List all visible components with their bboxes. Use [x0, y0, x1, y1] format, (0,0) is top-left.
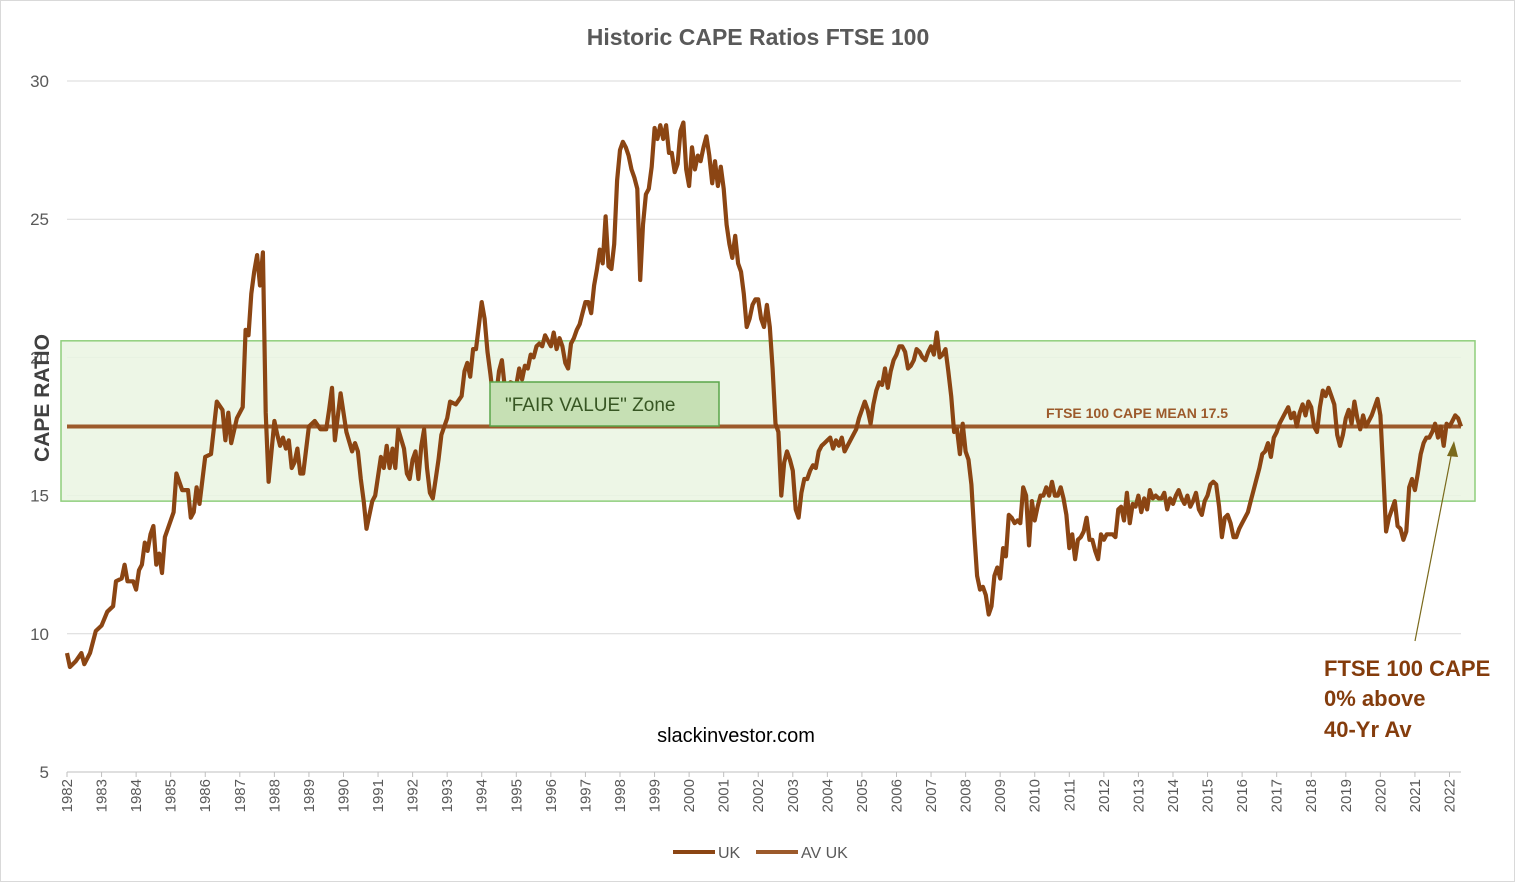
x-tick-label: 1985 [163, 779, 180, 812]
x-tick-label: 2017 [1269, 779, 1286, 812]
x-tick-label: 2009 [992, 779, 1009, 812]
x-tick-label: 2010 [1027, 779, 1044, 812]
fair-value-label-box [489, 381, 720, 427]
callout-line-1: FTSE 100 CAPE [1324, 656, 1490, 681]
x-tick-label: 2015 [1200, 779, 1217, 812]
x-tick-label: 2007 [923, 779, 940, 812]
x-tick-label: 1991 [370, 779, 387, 812]
legend: UK AV UK [673, 845, 848, 862]
series-line-uk [64, 120, 1463, 670]
x-tick-label: 1996 [543, 779, 560, 812]
x-tick-label: 2013 [1130, 779, 1147, 812]
x-tick-label: 1999 [647, 779, 664, 812]
x-tick-label: 1990 [335, 779, 352, 812]
x-tick-label: 1997 [577, 779, 594, 812]
x-tick-label: 1987 [232, 779, 249, 812]
x-tick-label: 2000 [681, 779, 698, 812]
x-tick-label: 1998 [612, 779, 629, 812]
x-tick-label: 1989 [301, 779, 318, 812]
x-tick-label: 2008 [958, 779, 975, 812]
x-tick-label: 2006 [888, 779, 905, 812]
mean-label: FTSE 100 CAPE MEAN 17.5 [1046, 405, 1228, 421]
x-tick-label: 2002 [750, 779, 767, 812]
y-axis-ticks: 5 10 15 20 25 30 [30, 72, 49, 782]
legend-label-uk: UK [718, 845, 741, 862]
y-tick-label: 15 [30, 487, 49, 506]
fair-value-label: "FAIR VALUE" Zone [505, 395, 675, 416]
watermark: slackinvestor.com [657, 725, 815, 747]
x-tick-label: 2021 [1407, 779, 1424, 812]
x-tick-label: 1995 [508, 779, 525, 812]
y-tick-label: 5 [40, 763, 49, 782]
x-tick-label: 2004 [819, 779, 836, 812]
x-tick-label: 2005 [854, 779, 871, 812]
y-tick-label: 20 [30, 348, 49, 367]
x-tick-label: 2011 [1061, 779, 1078, 811]
x-tick-label: 1984 [128, 779, 145, 812]
x-tick-label: 2022 [1441, 779, 1458, 812]
x-tick-label: 2001 [716, 779, 733, 812]
callout-arrowhead [1447, 441, 1458, 457]
y-axis-label: CAPE RATIO [31, 334, 54, 462]
y-tick-label: 30 [30, 72, 49, 91]
callout-line-2: 0% above [1324, 686, 1426, 711]
chart-title: Historic CAPE Ratios FTSE 100 [587, 24, 930, 50]
x-tick-label: 2016 [1234, 779, 1251, 812]
x-tick-label: 1988 [266, 779, 283, 812]
x-tick-label: 2003 [785, 779, 802, 812]
x-tick-label: 1994 [474, 779, 491, 812]
y-tick-label: 10 [30, 625, 49, 644]
x-axis-ticks: 1982 1983 1984 1985 1986 1987 1988 1989 1990 1991… [59, 772, 1458, 812]
x-tick-label: 1986 [197, 779, 214, 812]
fair-value-zone [60, 340, 1476, 502]
y-tick-label: 25 [30, 210, 49, 229]
x-tick-label: 2018 [1303, 779, 1320, 812]
callout-arrow-line [1414, 450, 1453, 642]
x-tick-label: 1993 [439, 779, 456, 812]
x-tick-label: 2012 [1096, 779, 1113, 812]
x-tick-label: 1982 [59, 779, 76, 812]
legend-label-av-uk: AV UK [801, 845, 848, 862]
x-tick-label: 2014 [1165, 779, 1182, 812]
x-tick-label: 1992 [405, 779, 422, 812]
callout-line-3: 40-Yr Av [1324, 717, 1412, 742]
x-tick-label: 2020 [1372, 779, 1389, 812]
x-tick-label: 1983 [94, 779, 111, 812]
x-tick-label: 2019 [1338, 779, 1355, 812]
